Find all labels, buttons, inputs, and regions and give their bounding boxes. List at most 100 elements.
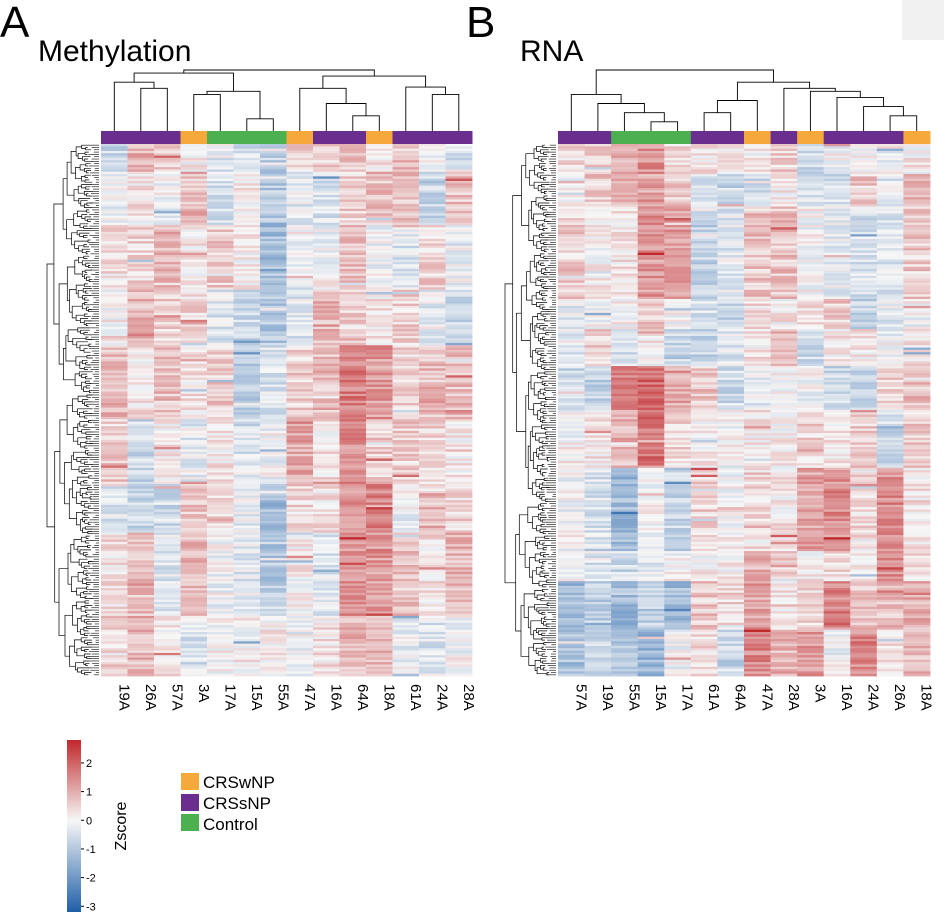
heatmap-cell [313,599,340,603]
heatmap-cell [101,250,128,254]
heatmap-cell [233,458,261,462]
heatmap-cell [584,370,612,374]
heatmap-cell [558,590,585,594]
heatmap-cell [207,338,234,342]
heatmap-cell [637,479,665,483]
heatmap-cell [445,433,473,436]
heatmap-cell [154,370,181,374]
row-dendrogram-branch [84,313,91,317]
heatmap-cell [664,326,692,330]
heatmap-cell [637,197,665,200]
heatmap-cell [207,490,234,494]
heatmap-cell [392,384,420,388]
heatmap-cell [445,470,473,473]
heatmap-cell [180,511,208,515]
heatmap-cell [339,248,367,251]
heatmap-cell [207,574,234,577]
heatmap-cell [339,569,367,573]
heatmap-cell [260,356,287,360]
heatmap-cell [286,211,314,214]
heatmap-cell [339,571,367,575]
heatmap-cell [101,174,128,177]
heatmap-cell [611,662,639,665]
heatmap-cell [611,174,639,177]
heatmap-cell [286,546,314,550]
heatmap-cell [584,662,612,665]
heatmap-cell [690,333,718,337]
heatmap-cell [445,349,473,353]
row-dendrogram-branch [76,341,89,349]
heatmap-cell [127,386,155,390]
heatmap-cell [392,650,420,654]
heatmap-cell [339,523,367,527]
heatmap-cell [664,571,692,575]
heatmap-cell [154,655,181,658]
heatmap-cell [419,465,446,469]
column-label: 17A [221,684,238,711]
heatmap-cell [233,148,261,152]
heatmap-cell [233,558,261,561]
heatmap-cell [286,537,314,540]
row-dendrogram-branch [79,223,89,228]
heatmap-cell [127,268,155,272]
heatmap-cell [260,440,287,443]
heatmap-cell [611,592,639,596]
heatmap-cell [558,213,585,217]
heatmap-cell [419,481,446,485]
heatmap-cell [558,537,585,540]
heatmap-cell [154,352,181,355]
heatmap-cell [637,268,665,272]
heatmap-cell [584,298,612,302]
heatmap-cell [611,430,639,434]
heatmap-cell [339,208,367,212]
heatmap-cell [180,416,208,420]
heatmap-cell [260,271,287,274]
heatmap-cell [313,537,340,540]
heatmap-cell [313,569,340,573]
heatmap-cell [366,611,393,614]
heatmap-cell [558,643,585,647]
heatmap-cell [584,456,612,459]
heatmap-cell [419,391,446,395]
heatmap-cell [313,470,340,473]
heatmap-cell [392,338,420,342]
heatmap-cell [664,329,692,332]
heatmap-cell [419,558,446,561]
heatmap-cell [558,372,585,376]
heatmap-cell [313,157,340,161]
heatmap-cell [664,359,692,362]
heatmap-cell [611,500,639,503]
heatmap-cell [611,641,639,645]
heatmap-cell [584,257,612,261]
heatmap-cell [419,507,446,510]
heatmap-cell [584,525,612,529]
heatmap-cell [127,396,155,399]
heatmap-cell [180,645,208,649]
heatmap-cell [180,435,208,439]
heatmap-cell [664,562,692,566]
heatmap-cell [313,347,340,351]
heatmap-cell [445,403,473,406]
heatmap-cell [366,426,393,429]
heatmap-cell [392,326,420,330]
heatmap-cell [313,273,340,277]
heatmap-cell [392,310,420,314]
heatmap-cell [366,148,393,152]
heatmap-cell [584,544,612,547]
heatmap-cell [690,275,718,279]
heatmap-cell [260,229,287,233]
heatmap-cell [366,618,393,621]
heatmap-cell [207,400,234,404]
heatmap-cell [366,250,393,254]
heatmap-cell [366,204,393,207]
heatmap-cell [419,571,446,575]
heatmap-cell [392,509,420,513]
heatmap-cell [637,534,665,538]
heatmap-cell [419,532,446,536]
heatmap-cell [392,430,420,434]
heatmap-cell [207,419,234,422]
heatmap-cell [584,384,612,388]
heatmap-cell [101,317,128,321]
heatmap-cell [339,278,367,281]
heatmap-cell [445,199,473,203]
